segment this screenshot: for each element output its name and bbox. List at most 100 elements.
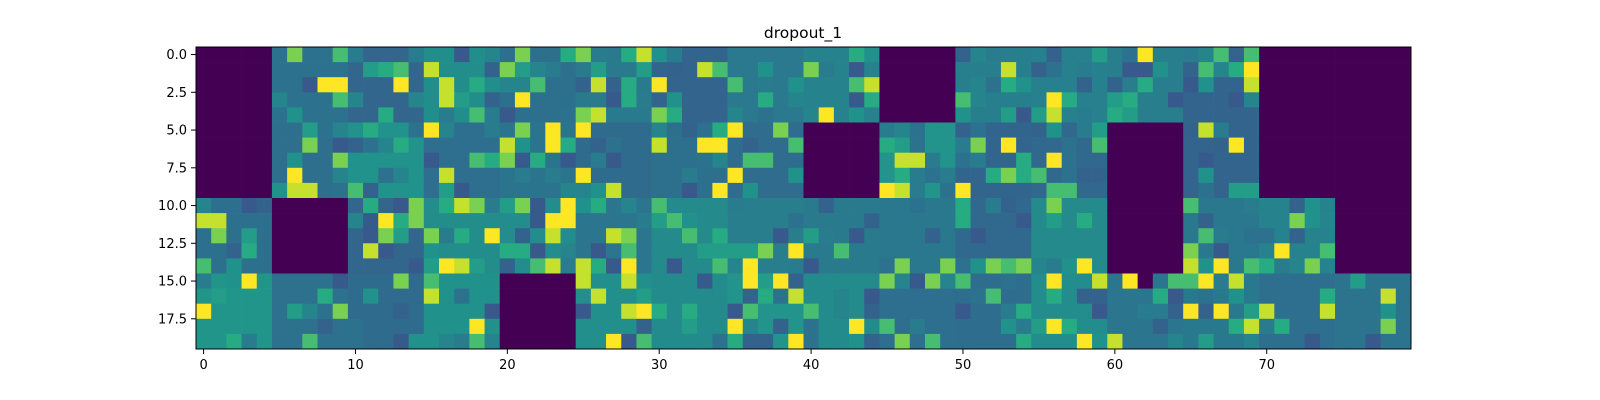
heatmap-cell <box>560 258 577 274</box>
heatmap-cell <box>226 167 242 184</box>
heatmap-cell <box>1000 213 1017 229</box>
heatmap-cell <box>317 228 334 244</box>
heatmap-cell <box>712 273 728 289</box>
heatmap-cell <box>1228 167 1245 184</box>
heatmap-cell <box>256 107 273 123</box>
heatmap-cell <box>1168 288 1184 305</box>
heatmap-cell <box>606 288 622 305</box>
y-tick-label: 17.5 <box>158 312 187 327</box>
heatmap-cell <box>1289 92 1306 108</box>
heatmap-cell <box>1335 182 1351 199</box>
heatmap-cell <box>499 167 516 184</box>
heatmap-cell <box>940 182 956 199</box>
heatmap-cell <box>439 243 455 259</box>
heatmap-cell <box>590 318 607 335</box>
heatmap-cell <box>1107 182 1123 199</box>
heatmap-cell <box>1304 303 1321 320</box>
heatmap-cell <box>241 122 258 138</box>
heatmap-cell <box>499 152 516 169</box>
heatmap-cell <box>621 198 637 214</box>
heatmap-cell <box>818 273 835 289</box>
heatmap-cell <box>1092 243 1108 259</box>
heatmap-cell <box>651 213 668 229</box>
heatmap-cell <box>1380 92 1397 108</box>
heatmap-cell <box>1350 198 1366 214</box>
heatmap-cell <box>818 228 835 244</box>
heatmap-cell <box>454 228 470 244</box>
heatmap-cell <box>742 47 759 63</box>
heatmap-cell <box>1259 62 1275 78</box>
heatmap-cell <box>1000 258 1017 274</box>
heatmap-cell <box>530 107 546 123</box>
heatmap-cell <box>378 273 394 289</box>
heatmap-cell <box>1016 333 1032 350</box>
heatmap-cell <box>1183 47 1199 63</box>
heatmap-cell <box>682 228 698 244</box>
heatmap-cell <box>332 92 349 108</box>
heatmap-cell <box>256 62 273 78</box>
heatmap-cell <box>393 47 409 63</box>
heatmap-cell <box>332 107 349 123</box>
heatmap-cell <box>757 198 774 214</box>
heatmap-cell <box>393 137 409 154</box>
heatmap-cell <box>636 62 652 78</box>
heatmap-cell <box>849 92 865 108</box>
heatmap-cell <box>849 137 865 154</box>
heatmap-cell <box>742 198 759 214</box>
heatmap-cell <box>590 258 607 274</box>
heatmap-cell <box>378 137 394 154</box>
heatmap-cell <box>1000 182 1017 199</box>
heatmap-cell <box>590 62 607 78</box>
heatmap-cell <box>909 92 926 108</box>
heatmap-cell <box>666 167 683 184</box>
heatmap-cell <box>575 182 592 199</box>
heatmap-cell <box>773 47 789 63</box>
heatmap-cell <box>1228 137 1245 154</box>
heatmap-cell <box>499 243 516 259</box>
heatmap-cell <box>1228 303 1245 320</box>
heatmap-cell <box>1183 167 1199 184</box>
heatmap-cell <box>940 122 956 138</box>
heatmap-cell <box>514 62 531 78</box>
y-axis: 0.02.55.07.510.012.515.017.5 <box>158 48 196 327</box>
heatmap-cell <box>439 92 455 108</box>
heatmap-cell <box>925 303 941 320</box>
heatmap-cell <box>575 243 592 259</box>
heatmap-cell <box>773 333 789 350</box>
heatmap-cell <box>271 273 288 289</box>
heatmap-cell <box>1243 122 1260 138</box>
heatmap-cell <box>469 92 485 108</box>
heatmap-cell <box>1213 62 1230 78</box>
heatmap-cell <box>1168 137 1184 154</box>
heatmap-cell <box>697 333 713 350</box>
heatmap-cell <box>1000 288 1017 305</box>
heatmap-cell <box>575 107 592 123</box>
heatmap-cell <box>1365 167 1381 184</box>
heatmap-cell <box>985 182 1002 199</box>
heatmap-cell <box>788 258 804 274</box>
heatmap-cell <box>1198 213 1214 229</box>
heatmap-cell <box>1031 137 1047 154</box>
heatmap-cell <box>1183 258 1199 274</box>
heatmap-cell <box>651 228 668 244</box>
heatmap-cell <box>712 152 728 169</box>
heatmap-cell <box>545 122 561 138</box>
heatmap-cell <box>955 258 971 274</box>
heatmap-cell <box>712 77 728 93</box>
heatmap-cell <box>408 107 425 123</box>
heatmap-cell <box>1319 182 1336 199</box>
heatmap-cell <box>408 137 425 154</box>
heatmap-cell <box>1061 333 1078 350</box>
heatmap-cell <box>332 77 349 93</box>
heatmap-cell <box>1137 92 1154 108</box>
heatmap-cell <box>1000 122 1017 138</box>
heatmap-cell <box>332 182 349 199</box>
heatmap-cell <box>682 333 698 350</box>
heatmap-cell <box>894 288 911 305</box>
heatmap-cell <box>970 258 987 274</box>
heatmap-cell <box>1168 273 1184 289</box>
heatmap-cell <box>439 122 455 138</box>
heatmap-cell <box>1228 77 1245 93</box>
heatmap-cell <box>955 333 971 350</box>
heatmap-cell <box>226 258 242 274</box>
